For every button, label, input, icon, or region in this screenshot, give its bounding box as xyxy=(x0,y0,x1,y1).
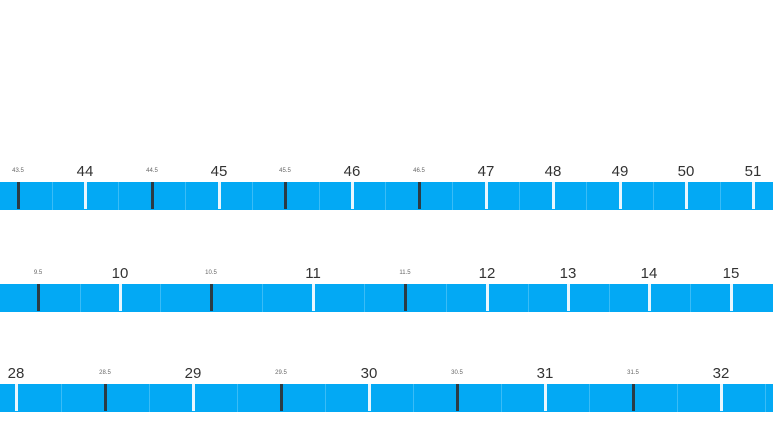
ruler-minor-tick xyxy=(456,384,459,411)
ruler-minor-label: 10.5 xyxy=(205,270,217,276)
ruler-segment-divider xyxy=(160,284,161,312)
ruler-segment-divider xyxy=(528,284,529,312)
ruler-segment-divider xyxy=(118,182,119,210)
ruler-minor-tick xyxy=(418,182,421,209)
ruler-segment-divider xyxy=(185,182,186,210)
ruler-minor-label: 45.5 xyxy=(279,168,291,174)
ruler-major-tick xyxy=(192,384,195,411)
ruler-segment-divider xyxy=(149,384,150,412)
ruler-segment-divider xyxy=(452,182,453,210)
ruler-segment-divider xyxy=(446,284,447,312)
ruler-major-tick xyxy=(351,182,354,209)
ruler-segment-divider xyxy=(519,182,520,210)
ruler-segment-divider xyxy=(325,384,326,412)
ruler-minor-label: 29.5 xyxy=(275,370,287,376)
ruler-segment-divider xyxy=(586,182,587,210)
ruler-minor-tick xyxy=(632,384,635,411)
ruler-slider-2[interactable]: 9.5 10.5 11.5 10 11 12 13 14 15 xyxy=(0,252,773,322)
ruler-major-tick xyxy=(730,284,733,311)
ruler-segment-divider xyxy=(653,182,654,210)
ruler-slider-3[interactable]: 28.5 29.5 30.5 31.5 28 29 30 31 32 xyxy=(0,352,773,422)
ruler-major-tick xyxy=(619,182,622,209)
ruler-minor-tick xyxy=(104,384,107,411)
ruler-major-label: 49 xyxy=(611,163,629,180)
ruler-minor-label: 43.5 xyxy=(12,168,24,174)
ruler-segment-divider xyxy=(501,384,502,412)
ruler-major-label: 14 xyxy=(640,265,658,282)
ruler-minor-label: 28.5 xyxy=(99,370,111,376)
ruler-major-tick xyxy=(752,182,755,209)
ruler-minor-tick xyxy=(210,284,213,311)
ruler-major-tick xyxy=(15,384,18,411)
ruler-major-label: 32 xyxy=(712,365,730,382)
ruler-segment-divider xyxy=(61,384,62,412)
ruler-segment-divider xyxy=(720,182,721,210)
ruler-major-label: 45 xyxy=(210,163,228,180)
ruler-major-tick xyxy=(486,284,489,311)
ruler-minor-label: 46.5 xyxy=(413,168,425,174)
ruler-major-tick xyxy=(119,284,122,311)
ruler-major-label: 10 xyxy=(111,265,129,282)
ruler-minor-label: 11.5 xyxy=(399,270,411,276)
ruler-segment-divider xyxy=(52,182,53,210)
ruler-major-tick xyxy=(720,384,723,411)
ruler-major-label: 47 xyxy=(477,163,495,180)
ruler-segment-divider xyxy=(364,284,365,312)
ruler-major-tick xyxy=(368,384,371,411)
ruler-segment-divider xyxy=(252,182,253,210)
ruler-major-label: 28 xyxy=(7,365,25,382)
ruler-major-tick xyxy=(552,182,555,209)
ruler-segment-divider xyxy=(385,182,386,210)
ruler-major-label: 15 xyxy=(722,265,740,282)
ruler-minor-label: 44.5 xyxy=(146,168,158,174)
ruler-track[interactable] xyxy=(0,182,773,210)
ruler-minor-label: 30.5 xyxy=(451,370,463,376)
ruler-major-label: 44 xyxy=(76,163,94,180)
ruler-major-label: 48 xyxy=(544,163,562,180)
ruler-segment-divider xyxy=(765,384,766,412)
ruler-track[interactable] xyxy=(0,384,773,412)
ruler-major-tick xyxy=(218,182,221,209)
ruler-segment-divider xyxy=(677,384,678,412)
ruler-major-label: 11 xyxy=(305,265,321,282)
ruler-major-label: 12 xyxy=(478,265,496,282)
ruler-minor-tick xyxy=(284,182,287,209)
ruler-minor-tick xyxy=(404,284,407,311)
ruler-segment-divider xyxy=(319,182,320,210)
ruler-slider-1[interactable]: 43.5 44.5 45.5 46.5 44 45 46 47 48 49 50 51 xyxy=(0,150,773,220)
ruler-track[interactable] xyxy=(0,284,773,312)
ruler-major-tick xyxy=(84,182,87,209)
ruler-segment-divider xyxy=(80,284,81,312)
ruler-segment-divider xyxy=(237,384,238,412)
ruler-minor-tick xyxy=(17,182,20,209)
ruler-minor-tick xyxy=(151,182,154,209)
ruler-major-label: 30 xyxy=(360,365,378,382)
ruler-major-tick xyxy=(648,284,651,311)
ruler-major-tick xyxy=(485,182,488,209)
ruler-minor-label: 9.5 xyxy=(33,270,43,276)
ruler-minor-tick xyxy=(280,384,283,411)
ruler-minor-label: 31.5 xyxy=(627,370,639,376)
ruler-segment-divider xyxy=(609,284,610,312)
ruler-major-tick xyxy=(312,284,315,311)
ruler-segment-divider xyxy=(262,284,263,312)
ruler-major-label: 13 xyxy=(559,265,577,282)
ruler-segment-divider xyxy=(589,384,590,412)
ruler-major-tick xyxy=(567,284,570,311)
ruler-major-label: 29 xyxy=(184,365,202,382)
ruler-major-tick xyxy=(544,384,547,411)
ruler-segment-divider xyxy=(413,384,414,412)
ruler-major-label: 31 xyxy=(536,365,554,382)
ruler-segment-divider xyxy=(690,284,691,312)
ruler-major-label: 46 xyxy=(343,163,361,180)
ruler-major-label: 50 xyxy=(677,163,695,180)
ruler-major-label: 51 xyxy=(744,163,762,180)
ruler-minor-tick xyxy=(37,284,40,311)
ruler-major-tick xyxy=(685,182,688,209)
